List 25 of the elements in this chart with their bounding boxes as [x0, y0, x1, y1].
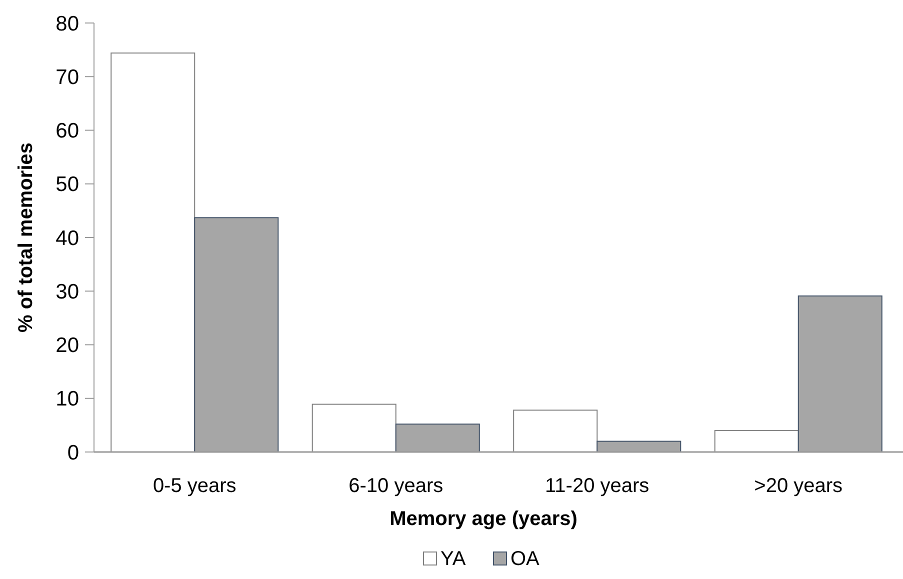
y-tick-label: 40 — [56, 226, 79, 250]
bar — [513, 410, 598, 452]
y-tick-label: 60 — [56, 120, 79, 143]
bar — [194, 217, 279, 452]
bar — [798, 295, 882, 452]
legend-label: YA — [440, 548, 466, 570]
y-tick-label: 70 — [56, 66, 79, 89]
legend-label: OA — [510, 548, 540, 570]
x-tick-label: 11-20 years — [545, 475, 650, 497]
y-tick-label: 50 — [56, 173, 79, 196]
y-tick-label: 10 — [56, 388, 79, 411]
y-tick-label: 30 — [56, 280, 79, 304]
y-axis-title: % of total memories — [15, 142, 37, 333]
x-tick-label: 0-5 years — [152, 475, 236, 497]
y-tick-label: 20 — [56, 334, 79, 358]
bar — [596, 440, 682, 452]
y-tick-label: 80 — [56, 12, 79, 36]
bar — [395, 424, 480, 452]
x-tick-label: >20 years — [754, 475, 843, 497]
y-tick-label: 0 — [67, 441, 79, 464]
x-axis-title: Memory age (years) — [390, 508, 578, 530]
bar — [714, 430, 799, 452]
bar — [110, 52, 196, 452]
x-tick-label: 6-10 years — [348, 475, 444, 497]
bar — [312, 404, 396, 452]
